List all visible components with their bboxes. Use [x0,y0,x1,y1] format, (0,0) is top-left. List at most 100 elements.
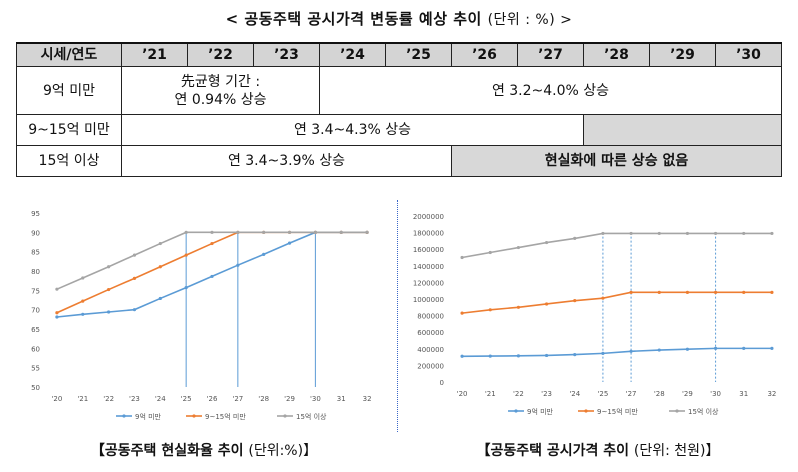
data-point [107,310,111,314]
legend-marker [675,409,679,413]
legend-marker [514,409,518,413]
x-tick-label: '21 [485,390,496,398]
table-cell-empty [583,114,782,146]
data-point [132,276,137,280]
col-header: ’24 [319,42,386,67]
y-tick-label: 1400000 [413,263,444,271]
table-row: 15억 이상 연 3.4~3.9% 상승 현실화에 따른 상승 없음 [16,145,782,177]
x-tick-label: '29 [284,395,295,403]
data-point [685,290,690,294]
x-tick-label: '22 [513,390,524,398]
data-point [107,265,111,269]
x-tick-label: '26 [207,395,218,403]
data-point [629,349,633,353]
data-point [657,348,661,352]
data-point [460,255,464,260]
data-point [544,353,549,358]
x-tick-label: '20 [457,390,468,398]
col-header: ’25 [385,42,452,67]
y-tick-label: 75 [31,287,40,295]
data-point [158,265,162,269]
data-point [713,231,718,236]
data-point [313,230,317,234]
row-label: 9억 미만 [16,66,122,115]
legend-marker [584,409,588,413]
data-point [262,252,266,256]
data-point [287,230,292,234]
col-header: ’26 [451,42,518,67]
data-point [488,250,492,255]
table-row: 9억 미만 先균형 기간 : 연 0.94% 상승 연 3.2~4.0% 상승 [16,66,782,115]
y-tick-label: 1800000 [413,230,444,238]
data-point [55,287,59,291]
x-tick-label: '24 [569,390,580,398]
y-tick-label: 70 [31,307,40,315]
x-tick-label: 32 [363,395,372,403]
y-tick-label: 95 [31,210,40,218]
y-tick-label: 80 [31,268,40,276]
x-tick-label: '28 [654,390,665,398]
data-point [210,241,214,246]
legend-marker [122,414,126,418]
y-tick-label: 55 [31,365,40,373]
data-point [132,253,137,257]
legend-label: 15억 이상 [688,407,719,416]
series-line [462,347,772,358]
y-tick-label: 1600000 [413,246,444,254]
data-point [516,354,521,358]
x-tick-label: 32 [767,390,776,398]
data-point [573,353,577,357]
x-tick-label: '27 [626,390,637,398]
col-header: 시세/연도 [16,42,122,67]
title-text: < 공동주택 공시가격 변동률 예상 추이 [225,10,482,28]
data-point [742,231,746,236]
x-tick-label: '27 [232,395,243,403]
data-point [365,230,369,234]
data-point [460,354,464,358]
col-header: ’22 [187,42,254,67]
table-cell: 연 3.2~4.0% 상승 [319,66,782,115]
series-line [461,232,772,259]
legend-label: 9억 미만 [135,412,162,421]
chart-caption-right: 【공동주택 공시가격 추이 (단위: 천원)】 [404,440,792,460]
col-header: ’29 [649,42,716,67]
x-tick-label: '24 [155,395,166,403]
y-tick-label: 400000 [417,346,444,354]
chart-divider [397,200,398,432]
col-header: ’27 [517,42,584,67]
col-header: ’23 [253,42,320,67]
y-tick-label: 85 [31,249,40,257]
data-point [770,290,774,294]
data-point [488,354,492,358]
table-cell: 연 3.4~4.3% 상승 [121,114,584,146]
assessed-price-chart: 0 200000 400000 600000 800000 1000000 1200000 1… [413,213,777,416]
x-tick-label: 31 [337,395,346,403]
forecast-table: 시세/연도 ’21 ’22 ’23 ’24 ’25 ’26 ’27 ’28 ’2… [16,42,782,177]
y-tick-label: 1200000 [413,279,444,287]
caption-unit: (단위: 천원)】 [633,443,720,459]
data-point [657,290,661,294]
data-point [236,263,240,267]
chart-caption-left: 【공동주택 현실화율 추이 (단위:%)】 [20,440,388,460]
data-point [55,315,59,319]
data-point [573,299,577,303]
data-point [629,231,633,236]
y-tick-label: 65 [31,326,40,334]
x-tick-label: '23 [541,390,552,398]
y-tick-label: 600000 [417,329,444,337]
x-tick-label: '25 [181,395,192,403]
x-tick-label: '29 [682,390,693,398]
row-label: 15억 이상 [16,145,122,177]
x-tick-label: '20 [52,395,63,403]
legend-label: 9억 미만 [527,407,554,416]
x-tick-label: '28 [258,395,269,403]
data-point [601,231,605,236]
caption-unit: (단위:%)】 [248,443,318,459]
data-point [184,230,188,234]
y-tick-label: 200000 [417,362,444,370]
table-row: 9~15억 미만 연 3.4~4.3% 상승 [16,114,782,146]
y-tick-label: 0 [440,379,444,387]
data-point [629,290,633,294]
data-point [573,236,577,241]
series-line [461,291,772,314]
